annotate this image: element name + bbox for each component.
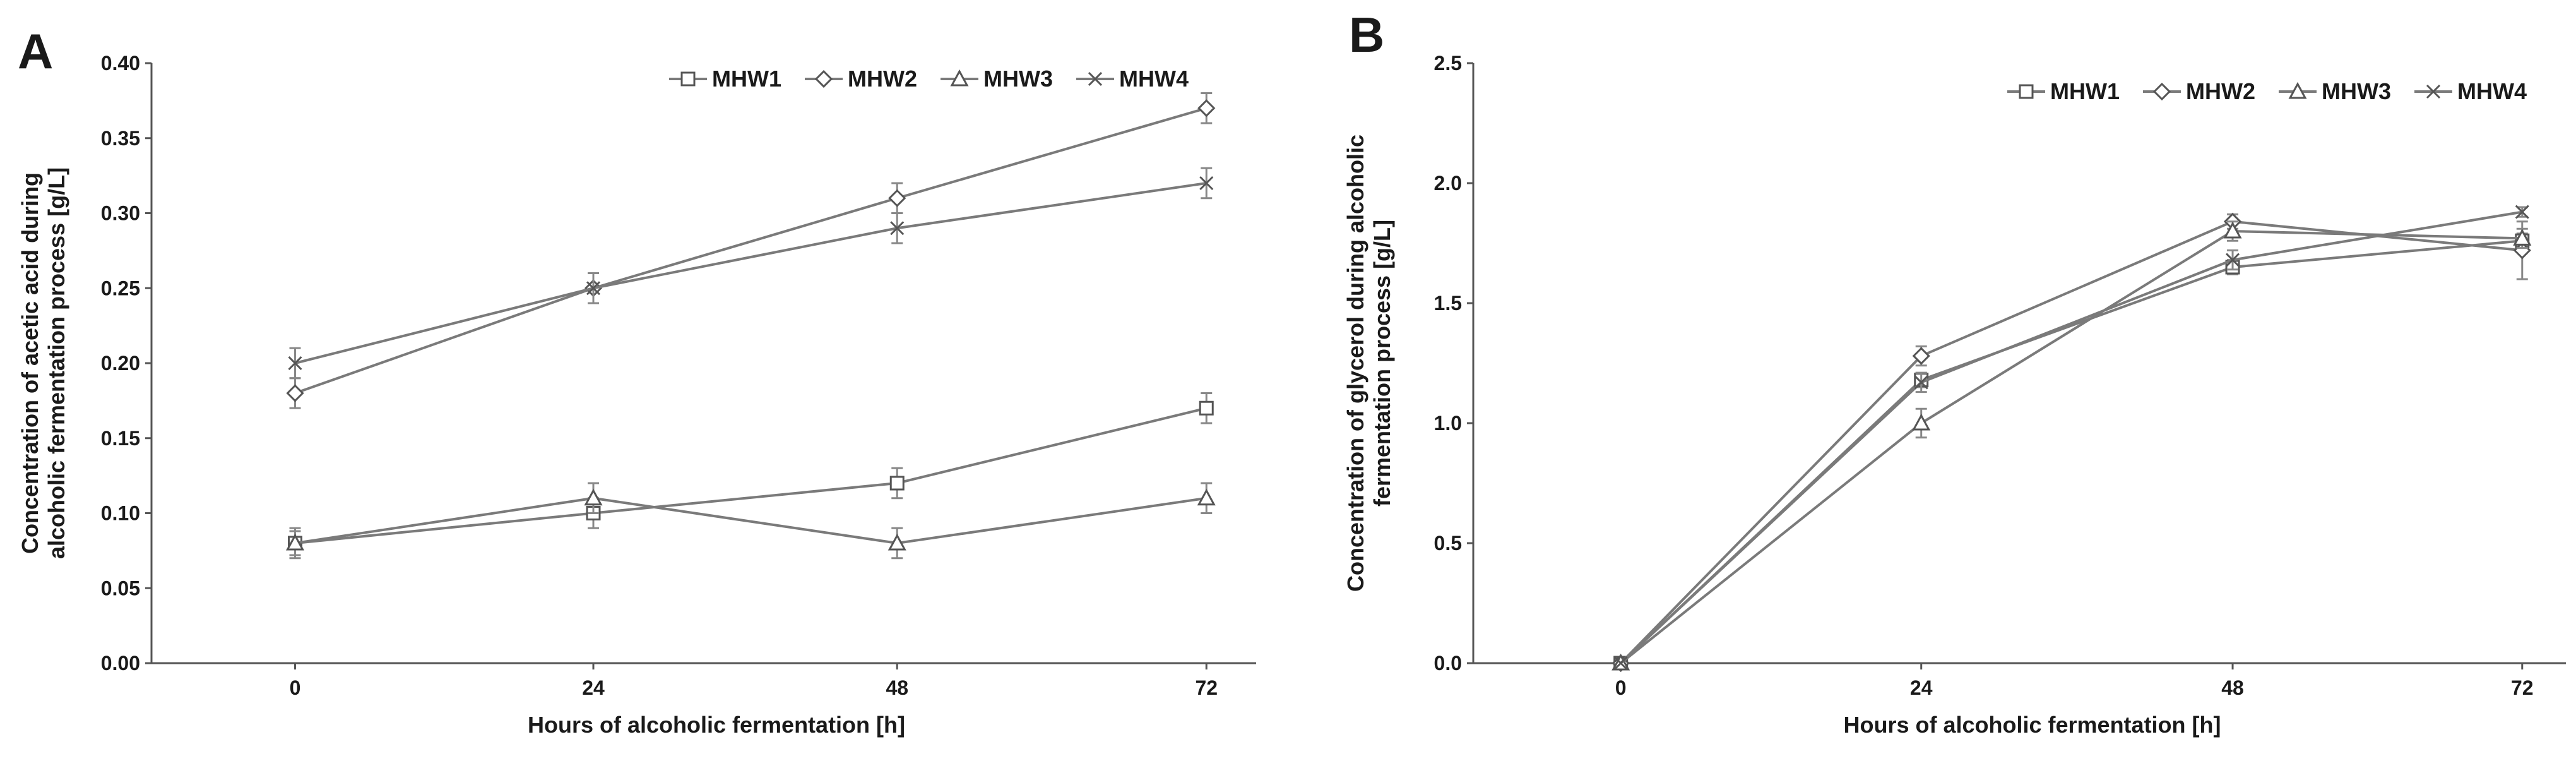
y-tick-label: 0.35 xyxy=(101,127,140,150)
y-tick-label: 2.0 xyxy=(1434,172,1462,195)
x-tick-label: 48 xyxy=(886,676,908,699)
data-point xyxy=(2513,229,2532,246)
y-tick-label: 0.40 xyxy=(101,52,140,75)
data-point xyxy=(1197,99,1216,117)
y-tick-label: 0.10 xyxy=(101,502,140,525)
series-line xyxy=(295,182,1207,364)
data-point xyxy=(1912,413,1931,431)
y-tick-label: 2.5 xyxy=(1434,52,1462,75)
data-point xyxy=(1914,375,1928,390)
series-line xyxy=(295,496,1207,545)
series-MHW2 xyxy=(286,92,1216,409)
x-axis-title: Hours of alcoholic fermentation [h] xyxy=(1843,712,2221,738)
data-point xyxy=(888,189,906,207)
series-MHW1 xyxy=(288,392,1214,556)
legend-marker xyxy=(1088,71,1103,87)
data-point xyxy=(584,488,603,506)
y-tick-label: 0.15 xyxy=(101,427,140,450)
legend-marker xyxy=(2152,82,2171,101)
legend-marker xyxy=(2426,84,2441,99)
legend-label: MHW4 xyxy=(1119,66,1189,92)
series-MHW4 xyxy=(288,167,1214,380)
panel-letter: B xyxy=(1349,7,1384,63)
legend-marker xyxy=(680,71,696,87)
x-tick-label: 48 xyxy=(2221,676,2244,699)
legend-label: MHW1 xyxy=(712,66,781,92)
legend-marker xyxy=(2019,84,2034,99)
legend-label: MHW2 xyxy=(2186,78,2255,104)
x-tick-label: 24 xyxy=(582,676,605,699)
x-axis-title: Hours of alcoholic fermentation [h] xyxy=(528,712,905,738)
data-point xyxy=(1197,488,1216,506)
legend: MHW1 MHW2 MHW3 MHW4 xyxy=(2007,78,2527,104)
data-point xyxy=(1199,400,1214,416)
data-point xyxy=(1199,176,1214,191)
chart-panel-A: A 0.00 0.05 0.10 0.15 0.20 0.25 0.30 0.35 0.40 0 24… xyxy=(17,23,1256,738)
y-tick-label: 0.5 xyxy=(1434,532,1462,555)
x-tick-label: 0 xyxy=(1615,676,1627,699)
data-point xyxy=(288,356,302,371)
series-line xyxy=(1620,210,2523,664)
series-line xyxy=(295,407,1207,544)
y-tick-label: 1.5 xyxy=(1434,292,1462,315)
x-tick-label: 72 xyxy=(1195,676,1218,699)
y-tick-label: 0.25 xyxy=(101,277,140,299)
data-point xyxy=(890,221,905,236)
series-line xyxy=(1620,239,2522,664)
series-MHW3 xyxy=(285,482,1216,560)
series-line xyxy=(1620,229,2522,664)
data-point xyxy=(586,281,601,296)
data-point xyxy=(286,384,304,402)
legend-label: MHW1 xyxy=(2050,78,2120,104)
chart-panel-B: B 0.0 0.5 1.0 1.5 2.0 2.5 0 24 48 72 Hours of alcoh… xyxy=(1343,7,2566,738)
legend-marker xyxy=(814,69,833,88)
series-MHW2 xyxy=(1611,212,2531,673)
legend-marker xyxy=(950,69,969,87)
x-tick-label: 24 xyxy=(1910,676,1933,699)
legend-label: MHW2 xyxy=(848,66,917,92)
data-point xyxy=(1613,656,1628,671)
y-tick-label: 0.00 xyxy=(101,652,140,675)
series-line xyxy=(1620,220,2522,664)
y-axis-title: Concentration of glycerol during alcohol… xyxy=(1343,135,1368,592)
panel-letter: A xyxy=(18,23,53,79)
x-tick-label: 0 xyxy=(290,676,301,699)
legend-label: MHW3 xyxy=(983,66,1053,92)
data-point xyxy=(2515,205,2529,219)
y-tick-label: 0.30 xyxy=(101,202,140,225)
data-point xyxy=(1912,347,1930,365)
y-tick-label: 0.0 xyxy=(1434,652,1462,675)
legend-label: MHW4 xyxy=(2457,78,2527,104)
series-MHW3 xyxy=(1611,220,2532,671)
legend-marker xyxy=(2288,81,2307,99)
series-line xyxy=(294,107,1207,395)
y-tick-label: 0.20 xyxy=(101,352,140,375)
data-point xyxy=(285,533,305,551)
y-axis-title: Concentration of acetic acid during xyxy=(17,172,43,554)
y-tick-label: 0.05 xyxy=(101,577,140,599)
data-point xyxy=(2223,221,2242,239)
series-MHW4 xyxy=(1613,205,2529,671)
data-point xyxy=(2225,253,2240,267)
series-MHW1 xyxy=(1613,232,2530,671)
y-tick-label: 1.0 xyxy=(1434,412,1462,435)
x-tick-label: 72 xyxy=(2511,676,2534,699)
legend-label: MHW3 xyxy=(2322,78,2391,104)
y-axis-title: alcoholic fermentation process [g/L] xyxy=(44,167,69,559)
data-point xyxy=(889,476,905,491)
data-point xyxy=(887,533,906,551)
y-axis-title: fermentation process [g/L] xyxy=(1369,220,1395,507)
legend: MHW1 MHW2 MHW3 MHW4 xyxy=(669,66,1189,92)
